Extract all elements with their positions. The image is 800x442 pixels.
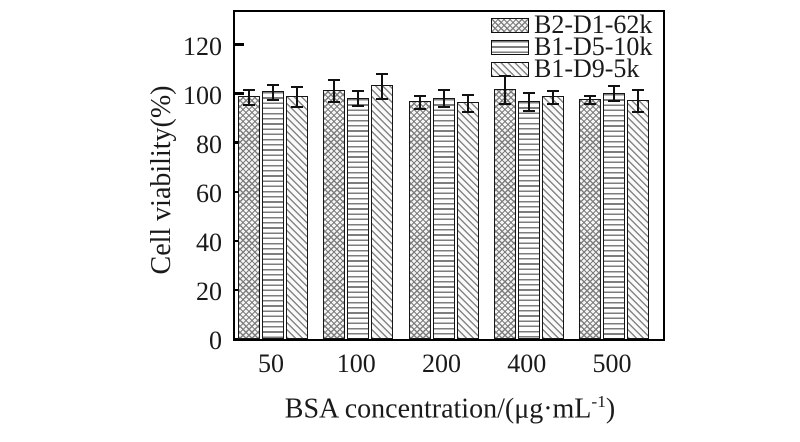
error-bar-B1-D5-10k-400 (522, 92, 535, 112)
bar-B1-D5-10k-400 (517, 92, 540, 339)
x-axis-title-close: ) (605, 393, 616, 425)
plot-area: B2-D1-62k B1-D5-10k B1-D9-5k (233, 10, 665, 341)
y-tick-label: 100 (183, 80, 222, 110)
bar-B1-D9-5k-100 (371, 72, 394, 339)
legend-label: B2-D1-62k (534, 10, 653, 39)
legend-label: B1-D9-5k (534, 54, 640, 83)
y-tick-label: 60 (196, 178, 222, 208)
error-bar-B1-D9-5k-50 (291, 86, 303, 109)
bar-group-50 (238, 83, 308, 339)
legend-swatch-icon (491, 39, 529, 55)
legend-item-B2-D1-62k: B2-D1-62k (491, 10, 653, 39)
y-tick-label: 0 (209, 326, 222, 355)
legend: B2-D1-62k B1-D5-10k B1-D9-5k (491, 10, 653, 83)
error-bar-B1-D9-5k-500 (632, 88, 644, 114)
legend-item-B1-D9-5k: B1-D9-5k (491, 54, 652, 83)
error-bar-B2-D1-62k-50 (243, 88, 255, 106)
x-axis-title: BSA concentration/(μg·mL-1) (285, 392, 615, 425)
error-bar-B1-D9-5k-400 (546, 89, 559, 105)
bar-group-400 (493, 75, 564, 339)
legend-swatch-icon (491, 61, 529, 77)
bar-group-500 (579, 85, 649, 339)
y-tick-label: 80 (196, 129, 222, 159)
bar-B2-D1-62k-200 (408, 94, 431, 339)
error-bar-B2-D1-62k-200 (413, 94, 426, 110)
bar-B2-D1-62k-50 (238, 88, 260, 339)
error-bar-B1-D5-10k-500 (608, 85, 620, 103)
bar-B1-D9-5k-400 (541, 89, 564, 339)
x-tick-label-50: 50 (258, 349, 284, 378)
x-tick-label-100: 100 (336, 349, 376, 378)
bar-B2-D1-62k-400 (493, 75, 516, 339)
error-bar-B2-D1-62k-100 (328, 78, 341, 104)
bar-group-100 (323, 72, 394, 339)
error-bar-B1-D5-10k-50 (267, 83, 279, 101)
bar-B1-D5-10k-200 (432, 88, 455, 339)
error-bar-B1-D9-5k-200 (461, 93, 474, 114)
legend-label: B1-D5-10k (534, 32, 653, 61)
bar-B1-D5-10k-50 (262, 83, 284, 339)
error-bar-B2-D1-62k-400 (498, 75, 511, 105)
bar-B2-D1-62k-100 (323, 78, 346, 339)
bar-B1-D5-10k-500 (603, 85, 625, 339)
error-bar-B2-D1-62k-500 (584, 94, 596, 105)
y-tick (235, 43, 244, 46)
bar-group-200 (408, 88, 479, 339)
bar-B1-D5-10k-100 (347, 89, 370, 339)
bar-B1-D9-5k-500 (627, 88, 649, 339)
error-bar-B1-D9-5k-100 (376, 72, 389, 100)
bar-B2-D1-62k-500 (579, 94, 601, 339)
x-tick-label-500: 500 (592, 349, 632, 378)
legend-item-B1-D5-10k: B1-D5-10k (491, 32, 653, 61)
bar-B1-D9-5k-200 (456, 93, 479, 339)
y-tick (235, 92, 244, 95)
error-bar-B1-D5-10k-100 (352, 89, 365, 108)
error-bar-B1-D5-10k-200 (437, 88, 450, 109)
y-tick-label: 120 (183, 31, 222, 61)
x-tick-label-200: 200 (422, 349, 461, 378)
bar-B1-D9-5k-50 (286, 86, 308, 339)
y-tick-label: 40 (196, 227, 222, 257)
x-axis-title-text: BSA concentration/(μg·mL (284, 393, 592, 425)
legend-swatch-icon (491, 17, 529, 33)
x-axis-title-superscript: -1 (591, 392, 606, 411)
x-tick-label-400: 400 (507, 349, 547, 378)
y-tick-label: 20 (196, 276, 222, 306)
